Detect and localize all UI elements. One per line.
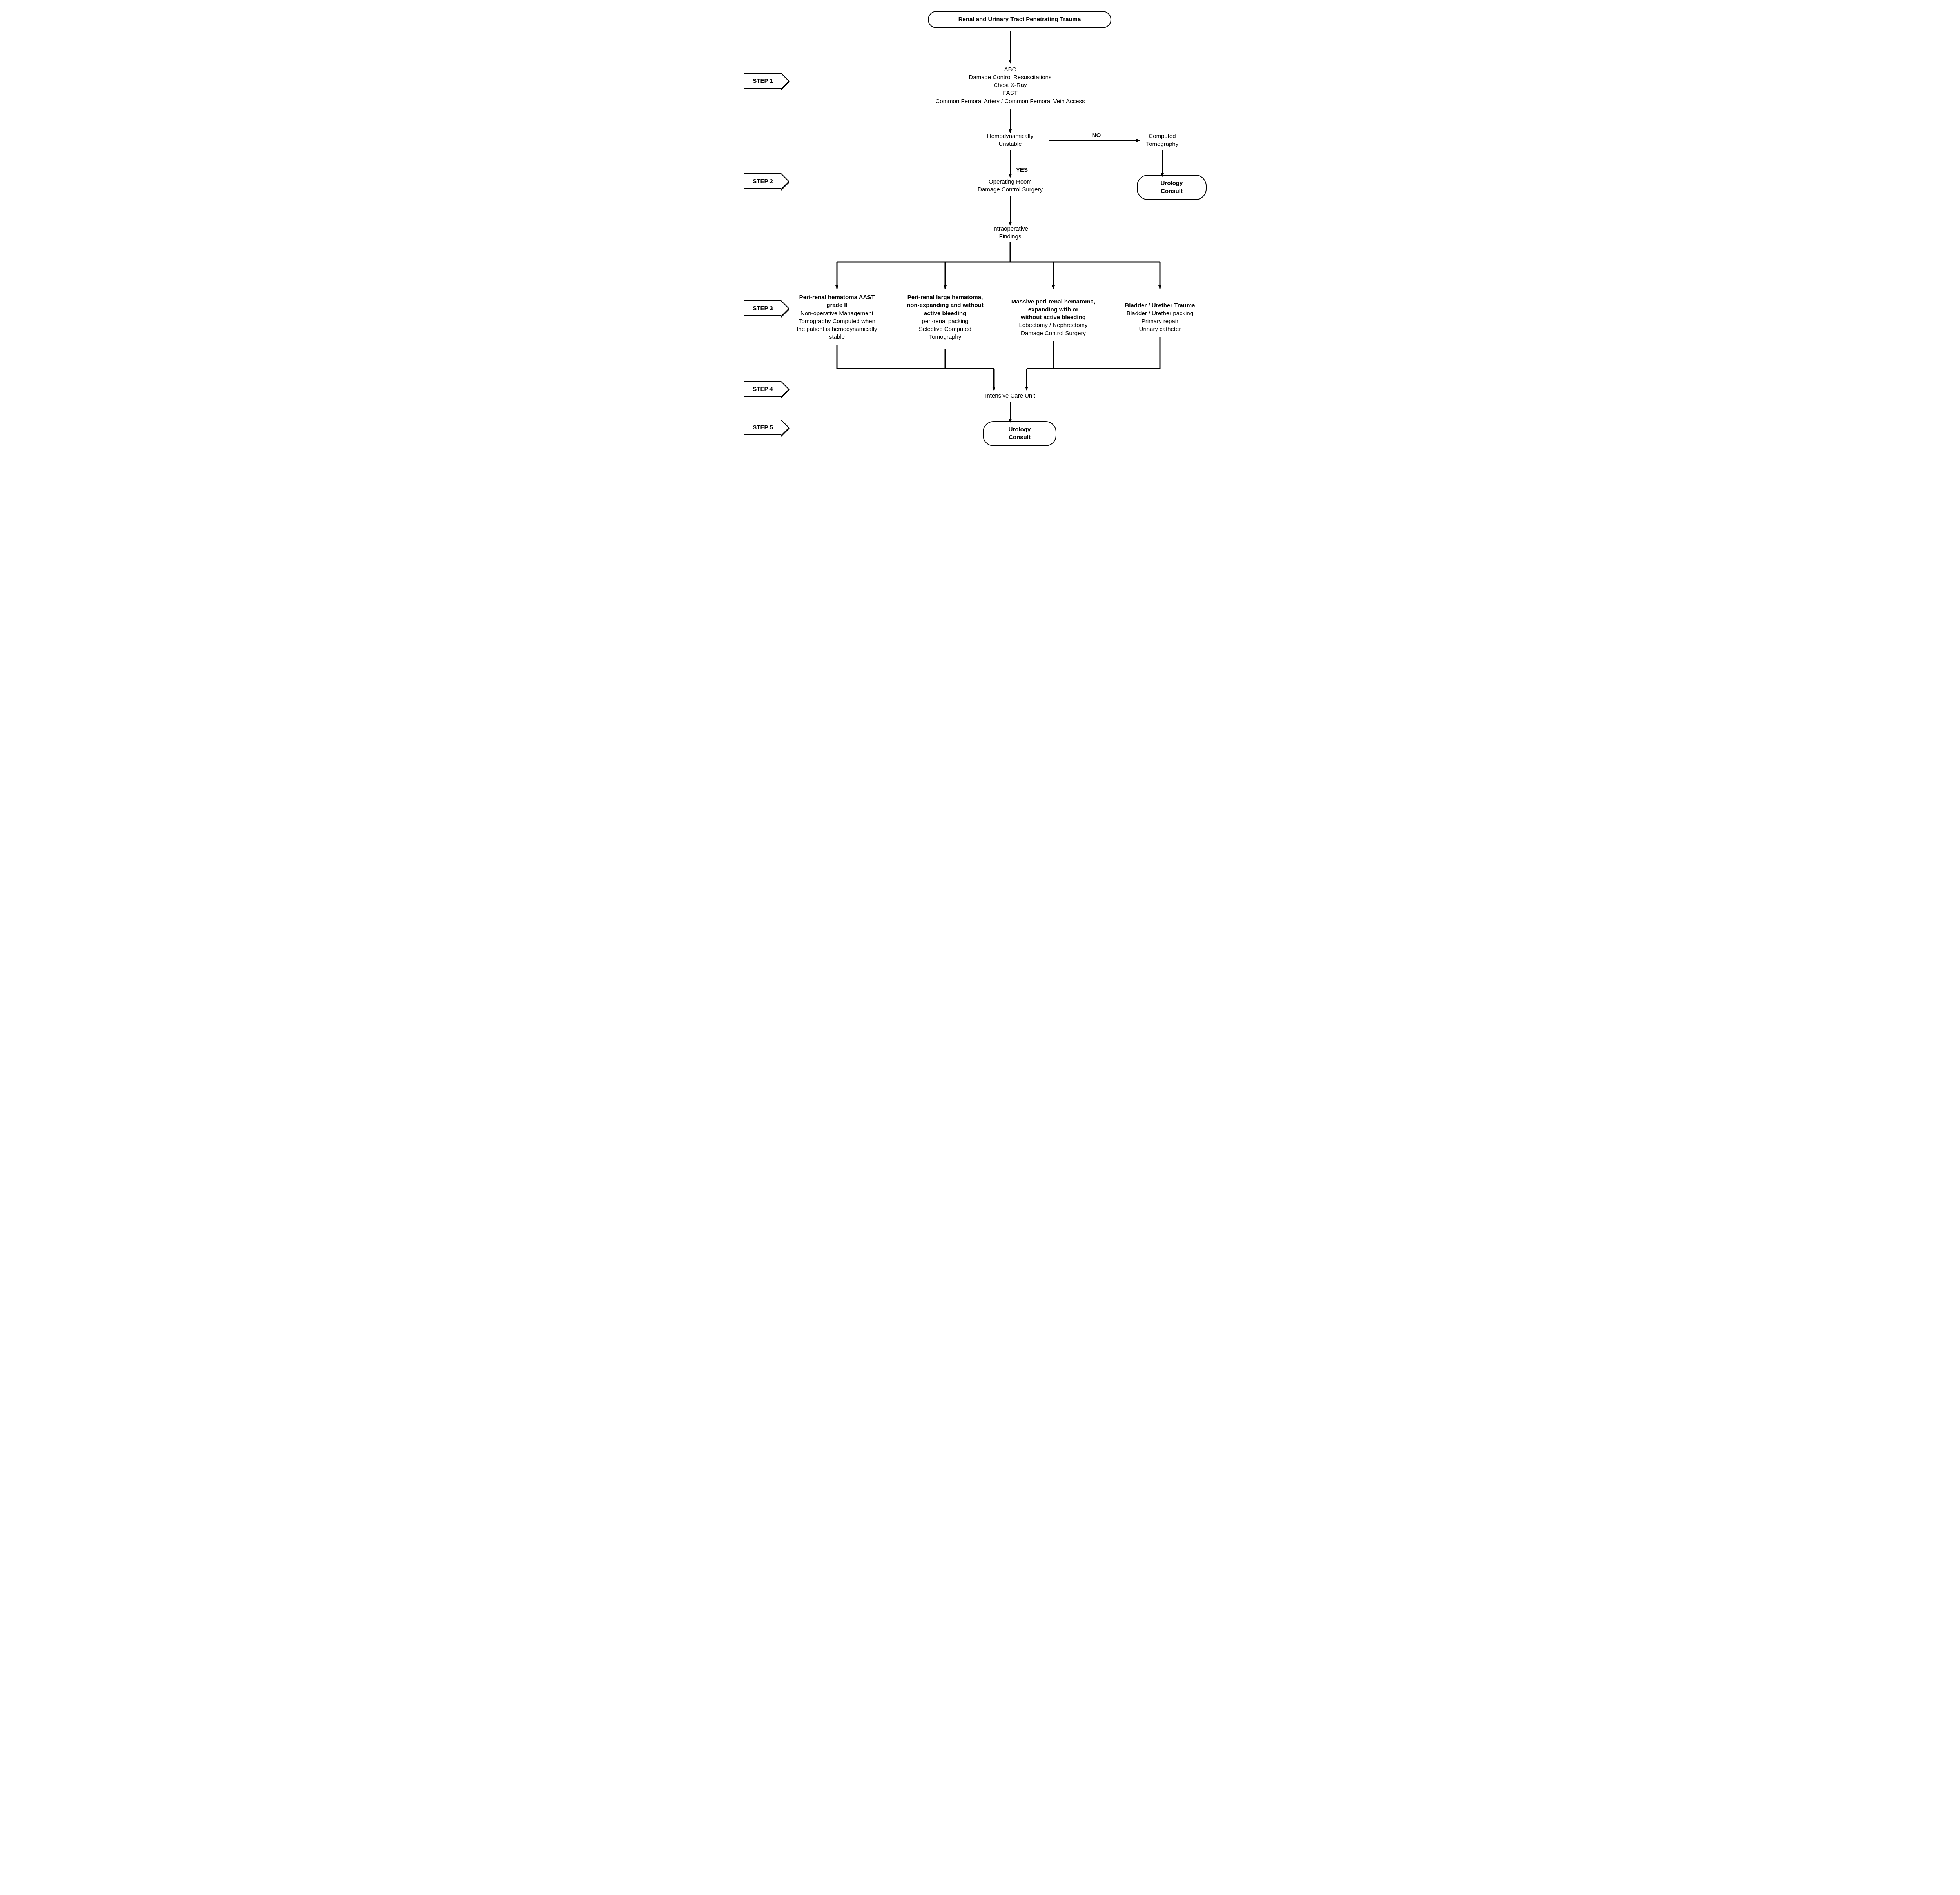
step-arrow: STEP 5: [744, 420, 781, 435]
node-intraop-line-0: Intraoperative: [971, 225, 1049, 233]
node-or-line-0: Operating Room: [959, 178, 1061, 186]
node-b2-line-1: non-expanding and without: [896, 302, 994, 309]
step-label: STEP 3: [753, 305, 773, 312]
node-b2-line-3: peri-renal packing: [896, 318, 994, 325]
node-icu: Intensive Care Unit: [967, 392, 1053, 400]
node-b4-line-1: Bladder / Urether packing: [1115, 310, 1205, 318]
step-arrow: STEP 4: [744, 381, 781, 397]
node-ct: ComputedTomography: [1127, 133, 1198, 149]
node-b4-line-2: Primary repair: [1115, 318, 1205, 325]
node-b4-line-3: Urinary catheter: [1115, 325, 1205, 333]
node-icu-line-0: Intensive Care Unit: [967, 392, 1053, 400]
node-b1-line-3: Tomography Computed when: [786, 318, 888, 325]
step-label: STEP 2: [753, 178, 773, 185]
node-title: Renal and Urinary Tract Penetrating Trau…: [928, 11, 1111, 28]
node-uro1-line-0: Urology: [1146, 180, 1197, 187]
node-uro2-line-1: Consult: [992, 434, 1047, 442]
step-label: STEP 1: [753, 78, 773, 84]
node-uro2-line-0: Urology: [992, 426, 1047, 434]
node-uro1-line-1: Consult: [1146, 187, 1197, 195]
node-b3-line-0: Massive peri-renal hematoma,: [1000, 298, 1106, 306]
node-b1: Peri-renal hematoma AASTgrade IINon-oper…: [786, 294, 888, 342]
node-step1_block: ABCDamage Control ResuscitationsChest X-…: [908, 66, 1112, 105]
node-step1_block-line-4: Common Femoral Artery / Common Femoral V…: [908, 98, 1112, 105]
node-b2-line-4: Selective Computed: [896, 325, 994, 333]
node-uro1: UrologyConsult: [1137, 175, 1207, 200]
step-arrow: STEP 1: [744, 73, 781, 89]
flowchart-canvas: Renal and Urinary Tract Penetrating Trau…: [736, 0, 1224, 455]
node-b3-line-3: Lobectomy / Nephrectomy: [1000, 322, 1106, 329]
node-b1-line-5: stable: [786, 333, 888, 341]
node-ct-line-1: Tomography: [1127, 140, 1198, 148]
node-hemo-line-1: Unstable: [963, 140, 1057, 148]
step-arrow: STEP 2: [744, 173, 781, 189]
node-step1_block-line-1: Damage Control Resuscitations: [908, 74, 1112, 82]
edge-label-no: NO: [1081, 132, 1112, 140]
node-intraop-line-1: Findings: [971, 233, 1049, 241]
node-b2-line-5: Tomography: [896, 333, 994, 341]
node-hemo-line-0: Hemodynamically: [963, 133, 1057, 140]
node-step1_block-line-0: ABC: [908, 66, 1112, 74]
node-or: Operating RoomDamage Control Surgery: [959, 178, 1061, 194]
node-b2-line-0: Peri-renal large hematoma,: [896, 294, 994, 302]
node-b4: Bladder / Urether TraumaBladder / Urethe…: [1115, 302, 1205, 334]
node-b3-line-1: expanding with or: [1000, 306, 1106, 314]
edge-label-yes: YES: [1006, 166, 1038, 174]
node-intraop: IntraoperativeFindings: [971, 225, 1049, 241]
node-b1-line-1: grade II: [786, 302, 888, 309]
node-b1-line-0: Peri-renal hematoma AAST: [786, 294, 888, 302]
node-hemo: HemodynamicallyUnstable: [963, 133, 1057, 149]
node-uro2: UrologyConsult: [983, 421, 1056, 447]
node-b3-line-4: Damage Control Surgery: [1000, 330, 1106, 338]
node-b1-line-4: the patient is hemodynamically: [786, 325, 888, 333]
node-step1_block-line-3: FAST: [908, 89, 1112, 97]
node-b1-line-2: Non-operative Management: [786, 310, 888, 318]
node-b3: Massive peri-renal hematoma,expanding wi…: [1000, 298, 1106, 338]
node-b2: Peri-renal large hematoma,non-expanding …: [896, 294, 994, 342]
node-b4-line-0: Bladder / Urether Trauma: [1115, 302, 1205, 310]
step-label: STEP 5: [753, 424, 773, 431]
node-b2-line-2: active bleeding: [896, 310, 994, 318]
node-title-line-0: Renal and Urinary Tract Penetrating Trau…: [937, 16, 1102, 24]
node-ct-line-0: Computed: [1127, 133, 1198, 140]
node-step1_block-line-2: Chest X-Ray: [908, 82, 1112, 89]
node-or-line-1: Damage Control Surgery: [959, 186, 1061, 194]
step-label: STEP 4: [753, 386, 773, 392]
step-arrow: STEP 3: [744, 300, 781, 316]
node-b3-line-2: without active bleeding: [1000, 314, 1106, 322]
